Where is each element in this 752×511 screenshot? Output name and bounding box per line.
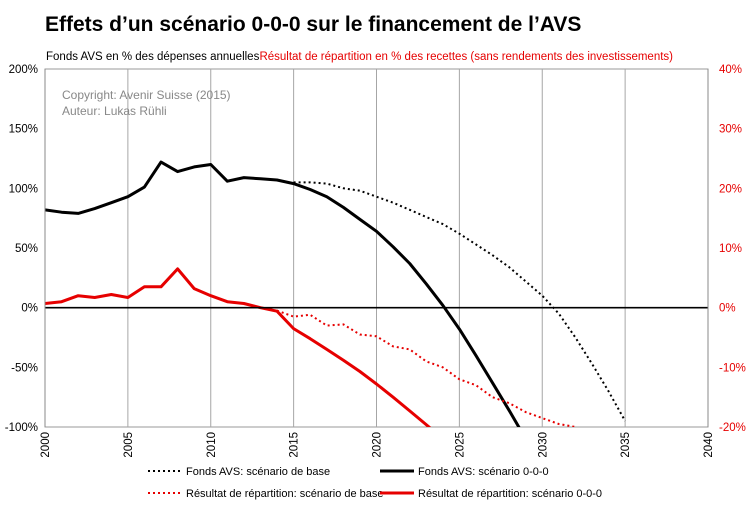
series-line-1: [293, 181, 626, 422]
right-tick-label: 0%: [719, 303, 736, 315]
right-tick-label: 30%: [719, 124, 742, 136]
legend-label-3: Résultat de répartition: scénario de bas…: [186, 488, 384, 500]
left-tick-label: -50%: [11, 362, 38, 374]
x-tick-label: 2040: [703, 432, 715, 458]
x-tick-label: 2020: [372, 432, 384, 458]
annotation-line-author: Auteur: Lukas Rühli: [62, 104, 167, 118]
left-tick-label: 100%: [9, 183, 38, 195]
right-tick-label: 40%: [719, 64, 742, 76]
legend: Fonds AVS: scénario de base Fonds AVS: sc…: [148, 466, 602, 500]
right-tick-label: 10%: [719, 243, 742, 255]
x-tick-label: 2015: [289, 432, 301, 458]
x-tick-label: 2025: [454, 432, 466, 458]
left-axis-label: Fonds AVS en % des dépenses annuelles: [46, 51, 260, 63]
left-tick-label: 200%: [9, 64, 38, 76]
axes: [44, 69, 709, 427]
left-tick-label: 150%: [9, 124, 38, 136]
chart-title: Effets d’un scénario 0-0-0 sur le financ…: [45, 13, 581, 36]
x-tick-label: 2010: [206, 432, 218, 458]
legend-label-4: Résultat de répartition: scénario 0-0-0: [418, 488, 602, 500]
x-tick-label: 2030: [537, 432, 549, 458]
annotation-line-copyright: Copyright: Avenir Suisse (2015): [62, 88, 231, 102]
right-tick-label: -20%: [719, 422, 746, 434]
x-tick-label: 2000: [40, 432, 52, 458]
left-tick-label: 50%: [15, 243, 38, 255]
right-tick-label: 20%: [719, 183, 742, 195]
series-line-2: [45, 160, 521, 427]
left-tick-label: -100%: [5, 422, 38, 434]
series-line-4: [45, 267, 432, 427]
series-line-3: [276, 309, 576, 427]
legend-label-2: Fonds AVS: scénario 0-0-0: [418, 466, 549, 478]
series-lines: [45, 160, 626, 427]
right-tick-label: -10%: [719, 362, 746, 374]
tick-labels: 200% 150% 100% 50% 0% -50% -100% 40% 30% 20% 10% 0%…: [5, 64, 746, 458]
copyright-annotation: Copyright: Avenir Suisse (2015) Auteur: …: [62, 88, 231, 118]
x-tick-label: 2005: [123, 432, 135, 458]
left-tick-label: 0%: [21, 303, 38, 315]
x-tick-label: 2035: [620, 432, 632, 458]
legend-label-1: Fonds AVS: scénario de base: [186, 466, 330, 478]
gridlines: [127, 69, 709, 427]
right-axis-label: Résultat de répartition en % des recette…: [259, 51, 673, 63]
